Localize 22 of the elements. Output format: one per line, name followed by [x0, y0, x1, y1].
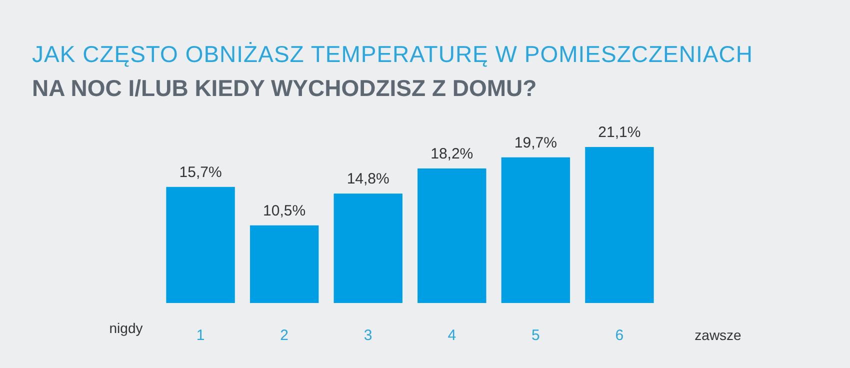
text: nigdy — [109, 320, 143, 336]
data-label: 10,5% — [263, 202, 306, 220]
data-label: 18,2% — [430, 145, 474, 162]
bar — [166, 186, 235, 303]
x-tick-label: 3 — [364, 327, 372, 344]
data-label: 19,7% — [514, 134, 557, 152]
text: zawsze — [694, 327, 742, 343]
bar — [501, 157, 570, 303]
bar — [585, 147, 654, 303]
data-label: 15,7% — [179, 164, 222, 181]
chart-subtitle: NA NOC I/LUB KIEDY WYCHODZISZ Z DOMU? — [32, 75, 537, 101]
data-label: 21,1% — [598, 124, 641, 141]
data-label: 14,8% — [346, 170, 390, 188]
x-tick-label: 4 — [448, 327, 456, 344]
chart-title: JAK CZĘSTO OBNIŻASZ TEMPERATURĘ W POMIESZCZENIACH — [32, 41, 753, 67]
bar — [334, 194, 402, 303]
x-tick-label: 2 — [280, 327, 288, 344]
bar — [250, 225, 319, 303]
bar — [418, 168, 486, 303]
x-tick-label: 6 — [615, 327, 624, 344]
x-tick-label: 5 — [532, 327, 540, 344]
x-tick-label: 1 — [196, 327, 205, 344]
